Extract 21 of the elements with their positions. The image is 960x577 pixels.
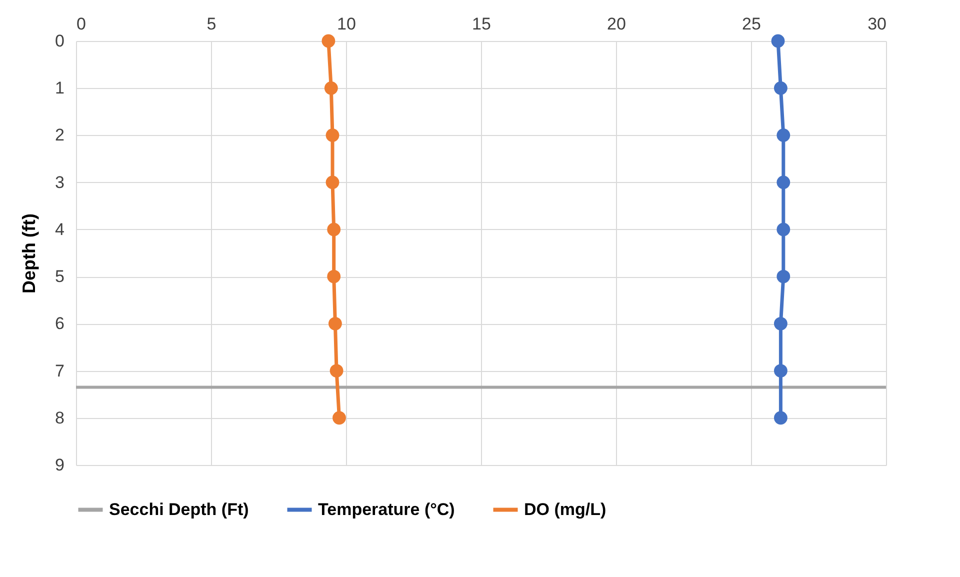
x-tick-label: 30: [868, 14, 886, 34]
legend-label: DO (mg/L): [524, 500, 606, 519]
x-tick-label: 10: [337, 14, 356, 34]
y-tick-label: 4: [55, 220, 64, 239]
y-tick-label: 6: [55, 314, 64, 334]
x-tick-label: 0: [76, 14, 86, 34]
legend-label: Secchi Depth (Ft): [109, 500, 249, 519]
y-tick-label: 1: [55, 78, 64, 98]
x-tick-label: 25: [742, 14, 761, 34]
y-axis-title: Depth (ft): [19, 214, 40, 294]
x-tick-label: 15: [472, 14, 491, 34]
x-tick-label: 5: [206, 14, 216, 34]
y-tick-label: 3: [55, 172, 64, 192]
x-tick-label: 20: [607, 14, 626, 34]
y-tick-label: 5: [55, 267, 64, 286]
y-tick-label: 0: [55, 32, 64, 50]
legend-label: Temperature (°C): [318, 500, 455, 519]
y-tick-label: 9: [55, 456, 64, 474]
y-tick-label: 8: [55, 408, 64, 428]
y-tick-label: 7: [55, 361, 64, 380]
y-tick-label: 2: [55, 126, 64, 145]
